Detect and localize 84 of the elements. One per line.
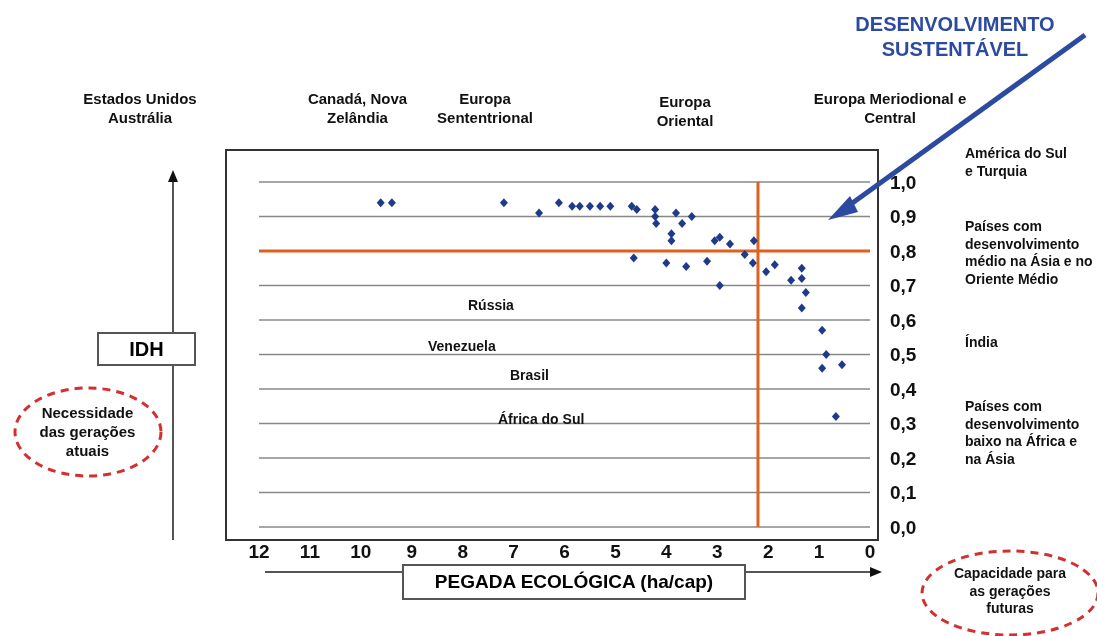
y-tick-label: 0,4 (890, 378, 917, 400)
x-tick-label: 10 (350, 541, 372, 562)
point (797, 303, 806, 313)
y-tick-label: 0,7 (890, 275, 917, 297)
y-axis-title: IDH (97, 332, 196, 366)
y-tick-label: 1,0 (890, 171, 917, 193)
point (748, 258, 757, 268)
point (667, 236, 676, 246)
x-tick-label: 6 (559, 541, 570, 562)
text: Índia (965, 334, 998, 350)
annotation: Rússia (468, 297, 514, 313)
x-tick-label: 8 (457, 541, 468, 562)
point (682, 262, 691, 272)
x-tick-label: 7 (508, 541, 519, 562)
x-tick-label: 2 (762, 541, 774, 562)
text: Europa Oriental (656, 93, 714, 129)
point (831, 412, 840, 422)
text: América do Sul e Turquia (965, 145, 1067, 179)
point (651, 212, 660, 221)
y-tick-label: 0,0 (890, 516, 917, 538)
point (672, 208, 681, 218)
point (596, 201, 605, 211)
annotation: África do Sul (498, 411, 585, 427)
point (687, 212, 696, 221)
annotation: Brasil (510, 367, 549, 383)
text: Capacidade para as gerações futuras (953, 565, 1067, 616)
point (749, 236, 758, 246)
point (678, 218, 687, 228)
point (652, 218, 661, 228)
text: Canadá, Nova Zelândia (307, 90, 408, 126)
text: Países com desenvolvimento baixo na África e na Ásia (965, 398, 1080, 467)
y-tick-label: 0,9 (890, 206, 917, 228)
point (797, 263, 806, 273)
x-tick-label: 5 (610, 541, 622, 562)
point (568, 201, 577, 211)
x-tick-label: 12 (248, 541, 270, 562)
point (710, 236, 719, 246)
x-tick-label: 3 (711, 541, 723, 562)
point (818, 363, 827, 373)
x-tick-label: 0 (864, 541, 876, 562)
y-tick-label: 0,2 (890, 447, 917, 469)
point (725, 239, 734, 249)
text: Europa Sententrional (437, 90, 533, 126)
point (554, 198, 563, 208)
text: Países com desenvolvimento médio na Ásia e no Oriente Médio (965, 218, 1093, 287)
y-tick-label: 0,6 (890, 309, 917, 331)
point (629, 253, 638, 263)
text: Estados Unidos Austrália (83, 90, 197, 126)
point (715, 281, 724, 290)
point (575, 201, 584, 211)
point (838, 360, 846, 370)
point (606, 201, 615, 211)
point (535, 208, 544, 218)
point (715, 232, 724, 242)
point (770, 260, 779, 270)
point (762, 267, 771, 277)
point (740, 249, 749, 259)
x-tick-label: 4 (661, 541, 673, 562)
point (376, 198, 385, 208)
point (822, 350, 831, 359)
y-tick-label: 0,8 (890, 240, 917, 262)
x-tick-label: 11 (299, 541, 321, 562)
x-tick-label: 9 (406, 541, 418, 562)
text: DESENVOLVIMENTO SUSTENTÁVEL (855, 13, 1055, 60)
point (662, 258, 671, 268)
x-tick-label: 1 (813, 541, 825, 562)
point (632, 205, 641, 215)
point (797, 274, 806, 284)
y-tick-label: 0,3 (890, 413, 917, 435)
point (627, 201, 636, 211)
point (667, 229, 676, 239)
point (387, 198, 396, 208)
annotation: Venezuela (428, 338, 496, 354)
x-axis-title: PEGADA ECOLÓGICA (ha/cap) (402, 564, 746, 600)
y-tick-label: 0,5 (890, 344, 917, 366)
point (499, 198, 508, 208)
point (818, 325, 827, 335)
text: Necessidade das gerações atuais (39, 404, 136, 459)
point (585, 201, 594, 211)
point (787, 275, 796, 285)
y-tick-label: 0,1 (890, 482, 917, 504)
point (801, 287, 810, 297)
text: Europa Meriodional e Central (813, 90, 967, 126)
point (703, 256, 712, 266)
